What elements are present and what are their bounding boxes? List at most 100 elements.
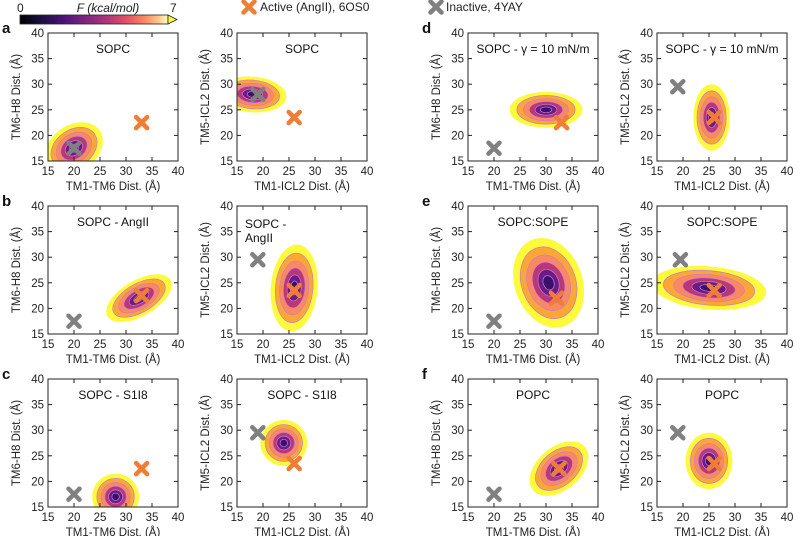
- y-tick-label: 35: [451, 227, 464, 239]
- active-structure-marker: [133, 287, 150, 304]
- x-tick-label: 15: [42, 512, 55, 524]
- panel-c2: 15 20 25 30 35 40 15 20 25 30 35 40 TM1-ICL2 Dist. (…: [199, 374, 373, 536]
- y-tick-label: 35: [31, 54, 44, 66]
- panel-title: POPC: [705, 388, 739, 402]
- x-tick-label: 20: [257, 166, 270, 178]
- axes-frame: [467, 205, 599, 335]
- x-axis-label: TM1-ICL2 Dist. (Å): [254, 180, 350, 193]
- y-tick-label: 30: [220, 252, 233, 264]
- panel-title: SOPC - γ = 10 mN/m: [476, 42, 589, 56]
- y-tick-label: 20: [220, 303, 233, 315]
- panel-title: SOPC -: [245, 217, 286, 231]
- x-tick-label: 30: [729, 339, 742, 351]
- x-tick-label: 20: [488, 512, 501, 524]
- panel-e2: 15 20 25 30 35 40 15 20 25 30 35 40 TM1-ICL2 Dist. (…: [619, 201, 793, 366]
- y-tick-label: 25: [640, 105, 653, 117]
- x-tick-label: 35: [335, 166, 348, 178]
- y-tick-label: 30: [220, 425, 233, 437]
- y-tick-label: 40: [640, 201, 653, 213]
- free-energy-surface: [513, 237, 585, 328]
- x-tick-label: 35: [566, 339, 579, 351]
- axes-frame: [47, 32, 179, 162]
- y-tick-label: 35: [640, 400, 653, 412]
- x-tick-label: 20: [257, 512, 270, 524]
- inactive-structure-marker: [66, 313, 82, 329]
- y-tick-label: 40: [31, 201, 44, 213]
- panel-a2: 15 20 25 30 35 40 15 20 25 30 35 40 TM1-ICL2 Dist. (…: [199, 28, 373, 193]
- x-tick-label: 40: [172, 166, 185, 178]
- panel-title: SOPC: [285, 42, 319, 56]
- y-tick-label: 15: [640, 156, 653, 168]
- y-axis-label: TM6-H8 Dist. (Å): [430, 227, 443, 313]
- panel-title: SOPC - γ = 10 mN/m: [665, 42, 778, 56]
- x-tick-label: 20: [677, 166, 690, 178]
- y-tick-label: 25: [31, 105, 44, 117]
- panel-title: AngII: [245, 231, 273, 245]
- x-tick-label: 40: [592, 512, 605, 524]
- y-axis-label: TM6-H8 Dist. (Å): [10, 400, 23, 486]
- y-tick-label: 15: [220, 329, 233, 341]
- y-axis-label: TM6-H8 Dist. (Å): [430, 54, 443, 140]
- y-tick-label: 40: [220, 374, 233, 386]
- panel-d1: 15 20 25 30 35 40 15 20 25 30 35 40 TM1-TM6 Dist. (Å…: [422, 20, 604, 193]
- free-energy-surface: [92, 473, 139, 507]
- x-tick-label: 25: [703, 512, 716, 524]
- x-tick-label: 30: [540, 166, 553, 178]
- inactive-structure-marker: [250, 425, 266, 441]
- active-structure-marker: [551, 460, 567, 477]
- x-tick-label: 30: [120, 512, 133, 524]
- x-axis-label: TM1-TM6 Dist. (Å): [486, 353, 581, 366]
- colorbar-extend-arrow: [167, 14, 178, 25]
- y-tick-label: 40: [640, 374, 653, 386]
- x-tick-label: 30: [540, 512, 553, 524]
- x-tick-label: 15: [651, 166, 664, 178]
- x-tick-label: 15: [462, 512, 475, 524]
- y-tick-label: 40: [31, 374, 44, 386]
- x-tick-label: 30: [120, 339, 133, 351]
- colorbar: [19, 14, 169, 25]
- active-structure-marker: [286, 109, 302, 126]
- y-axis-label: TM5-ICL2 Dist. (Å): [199, 395, 212, 491]
- y-tick-label: 35: [31, 227, 44, 239]
- y-tick-label: 30: [451, 252, 464, 264]
- y-axis-label: TM5-ICL2 Dist. (Å): [619, 222, 632, 318]
- panel-letter: d: [422, 20, 431, 37]
- x-axis-label: TM1-TM6 Dist. (Å): [66, 526, 161, 536]
- panel-b1: 15 20 25 30 35 40 15 20 25 30 35 40 TM1-TM6 Dist. (Å…: [2, 193, 184, 366]
- inactive-structure-marker: [672, 252, 689, 268]
- y-tick-label: 35: [220, 54, 233, 66]
- y-tick-label: 30: [640, 252, 653, 264]
- x-tick-label: 35: [755, 512, 768, 524]
- x-axis-label: TM1-TM6 Dist. (Å): [66, 353, 161, 366]
- active-structure-marker: [286, 455, 302, 472]
- y-tick-label: 15: [451, 329, 464, 341]
- y-tick-label: 40: [31, 28, 44, 40]
- x-tick-label: 20: [68, 166, 81, 178]
- x-tick-label: 35: [566, 166, 579, 178]
- y-tick-label: 30: [31, 252, 44, 264]
- y-tick-label: 15: [220, 156, 233, 168]
- panels: 15 20 25 30 35 40 15 20 25 30 35 40 TM1-TM6 Dist. (Å…: [2, 20, 793, 536]
- x-tick-label: 35: [755, 166, 768, 178]
- axes-frame: [656, 32, 788, 162]
- x-tick-label: 30: [120, 166, 133, 178]
- y-tick-label: 30: [220, 79, 233, 91]
- inactive-structure-marker: [670, 425, 686, 441]
- y-tick-label: 15: [451, 156, 464, 168]
- x-axis-label: TM1-ICL2 Dist. (Å): [254, 526, 350, 536]
- panel-title: SOPC - S1I8: [78, 388, 148, 402]
- y-tick-label: 25: [31, 451, 44, 463]
- x-tick-label: 25: [94, 512, 107, 524]
- x-tick-label: 40: [361, 512, 374, 524]
- x-tick-label: 25: [703, 166, 716, 178]
- y-tick-label: 35: [220, 227, 233, 239]
- y-tick-label: 35: [31, 400, 44, 412]
- y-tick-label: 40: [220, 201, 233, 213]
- x-tick-label: 30: [729, 166, 742, 178]
- panel-a1: 15 20 25 30 35 40 15 20 25 30 35 40 TM1-TM6 Dist. (Å…: [2, 20, 184, 193]
- inactive-structure-marker: [66, 486, 82, 502]
- x-tick-label: 35: [566, 512, 579, 524]
- y-tick-label: 25: [220, 451, 233, 463]
- panel-title: POPC: [516, 388, 550, 402]
- y-tick-label: 35: [640, 54, 653, 66]
